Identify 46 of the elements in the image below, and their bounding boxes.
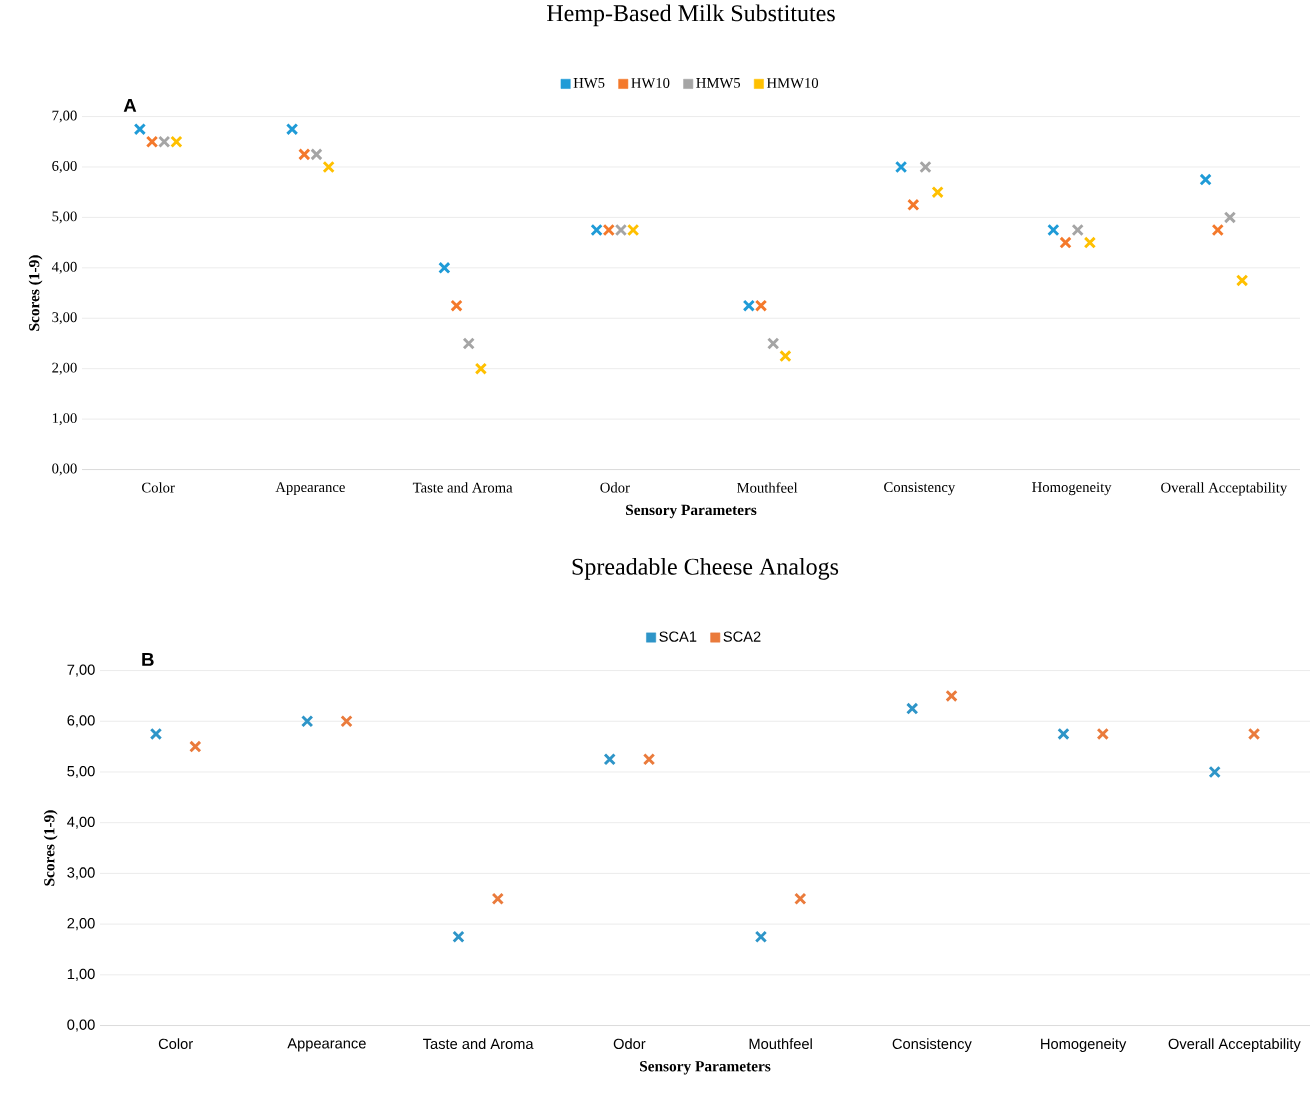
y-tick-label: 4,00 bbox=[67, 816, 95, 829]
legend-label: HMW5 bbox=[696, 78, 741, 89]
y-tick-label: 5,00 bbox=[67, 766, 95, 779]
y-tick-label: 3,00 bbox=[67, 867, 95, 880]
x-tick-label: Consistency bbox=[884, 482, 956, 496]
chart-title: Spreadable Cheese Analogs bbox=[572, 558, 839, 580]
y-tick-label: 2,00 bbox=[67, 918, 95, 931]
legend-label: HW5 bbox=[573, 78, 605, 89]
y-tick-label: 7,00 bbox=[67, 664, 95, 677]
chart-title: Hemp-Based Milk Substitutes bbox=[547, 4, 835, 27]
x-tick-label: Mouthfeel bbox=[736, 482, 798, 493]
legend-label: HMW10 bbox=[766, 78, 819, 89]
x-tick-label: Color bbox=[142, 482, 175, 493]
y-tick-label: 2,00 bbox=[52, 362, 77, 375]
x-tick-label: Overall Acceptability bbox=[1161, 482, 1288, 496]
legend-label: HW10 bbox=[631, 78, 670, 89]
x-tick-label: Color bbox=[158, 1038, 193, 1050]
x-tick-label: Appearance bbox=[275, 482, 345, 496]
x-axis-title: Sensory Parameters bbox=[640, 1061, 771, 1075]
text: B bbox=[142, 653, 154, 667]
y-tick-label: 6,00 bbox=[67, 715, 95, 728]
y-tick-label: 0,00 bbox=[52, 463, 77, 476]
x-tick-label: Taste and Aroma bbox=[412, 482, 513, 493]
y-tick-label: 5,00 bbox=[52, 211, 77, 224]
x-tick-label: Taste and Aroma bbox=[423, 1038, 534, 1050]
y-axis-title: Scores (1-9) bbox=[43, 810, 58, 886]
x-tick-label: Overall Acceptability bbox=[1168, 1038, 1301, 1053]
legend-label: SCA1 bbox=[659, 631, 697, 643]
x-tick-label: Homogeneity bbox=[1041, 1038, 1127, 1053]
y-tick-label: 0,00 bbox=[67, 1019, 95, 1032]
y-tick-label: 3,00 bbox=[52, 312, 77, 325]
y-tick-label: 6,00 bbox=[52, 161, 77, 174]
x-axis-title: Sensory Parameters bbox=[626, 504, 757, 519]
y-tick-label: 1,00 bbox=[52, 413, 77, 426]
x-tick-label: Appearance bbox=[287, 1038, 366, 1052]
x-tick-label: Odor bbox=[600, 482, 630, 493]
text: A bbox=[123, 99, 137, 113]
y-tick-label: 4,00 bbox=[51, 262, 77, 275]
y-tick-label: 7,00 bbox=[52, 110, 77, 123]
x-tick-label: Odor bbox=[613, 1038, 646, 1050]
legend-label: SCA2 bbox=[723, 631, 761, 643]
y-tick-label: 1,00 bbox=[67, 969, 95, 982]
x-tick-label: Homogeneity bbox=[1032, 482, 1112, 496]
x-tick-label: Mouthfeel bbox=[749, 1038, 812, 1050]
x-tick-label: Consistency bbox=[892, 1038, 972, 1053]
y-axis-title: Scores (1-9) bbox=[28, 255, 43, 331]
